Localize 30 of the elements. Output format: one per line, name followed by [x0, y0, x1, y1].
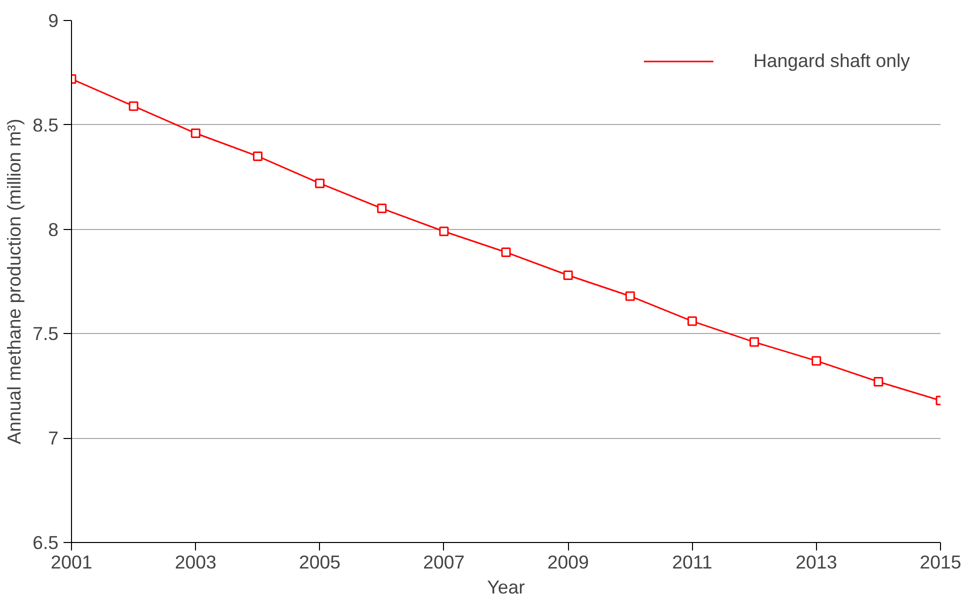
point — [128, 101, 138, 111]
point — [812, 356, 822, 366]
point — [625, 291, 635, 301]
x-tick-label: 2015 — [920, 552, 962, 572]
x-tick-label: 2011 — [672, 552, 712, 572]
point — [687, 316, 697, 326]
x-tick-label: 2007 — [423, 552, 465, 572]
y-tick-label: 8.5 — [32, 114, 59, 136]
point — [874, 376, 884, 386]
x-tick-label: 2013 — [796, 552, 838, 572]
point — [315, 178, 325, 188]
x-tick-label: 2003 — [174, 552, 216, 572]
x-tick-label: 2009 — [547, 552, 589, 572]
y-tick-label: 7 — [48, 428, 59, 449]
point — [377, 204, 387, 214]
y-tick-label: 9 — [48, 10, 59, 31]
point — [501, 248, 511, 258]
y-tick-label: 8 — [48, 218, 59, 240]
x-tick-label: 2001 — [50, 552, 92, 572]
x-tick-label: 2005 — [299, 552, 341, 572]
point — [750, 337, 760, 347]
point — [563, 270, 573, 280]
y-axis-title: Annual methane production (million m³) — [4, 118, 25, 444]
point — [190, 128, 200, 138]
y-tick-label: 7.5 — [32, 323, 59, 344]
legend-label: Hangard shaft only — [753, 50, 910, 72]
point — [252, 151, 262, 161]
x-axis-title: Year — [487, 576, 525, 598]
point — [439, 226, 449, 236]
y-tick-label: 6.5 — [32, 532, 59, 553]
